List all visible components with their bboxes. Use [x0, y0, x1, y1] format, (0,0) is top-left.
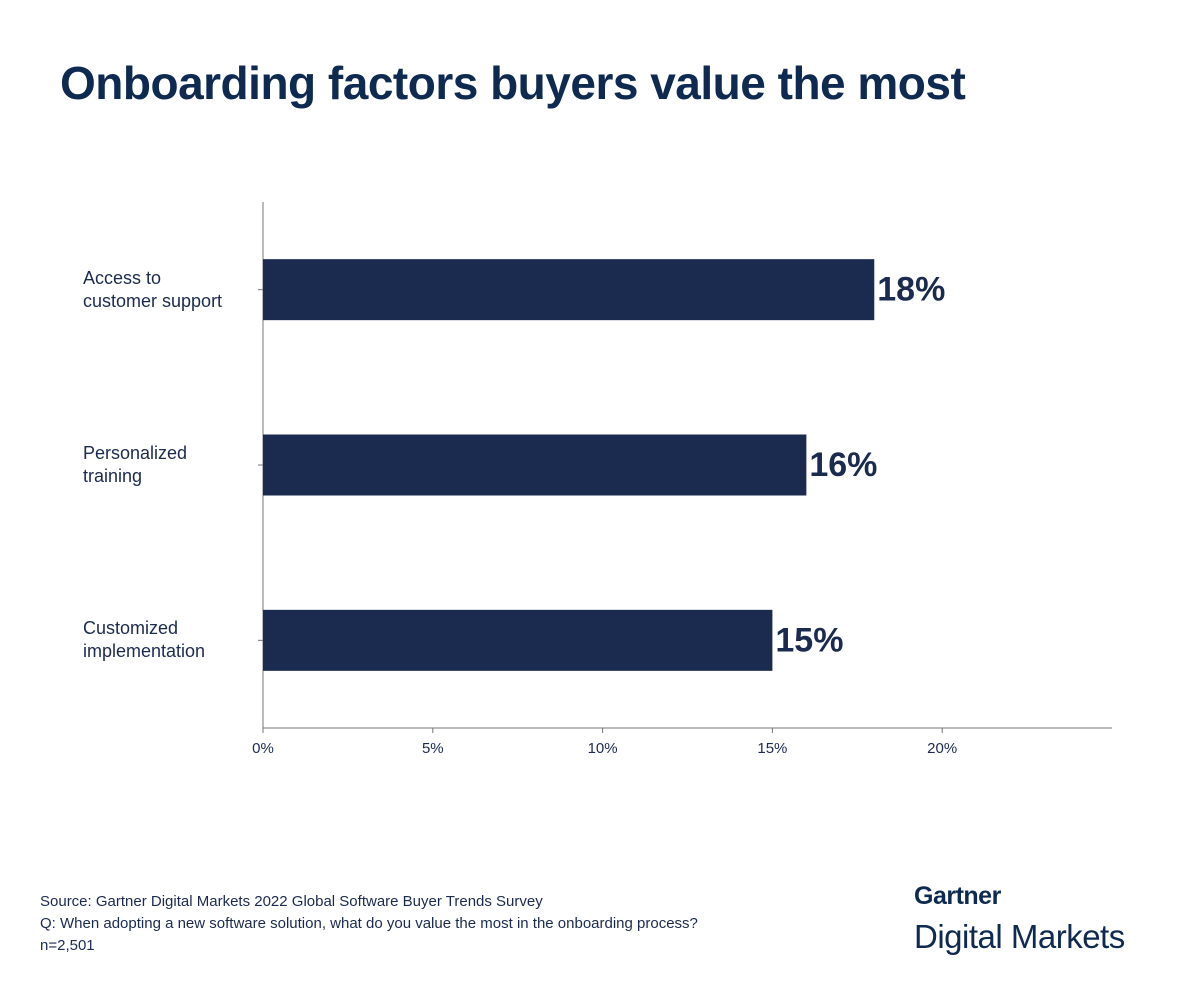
- x-tick-label: 10%: [588, 740, 618, 757]
- y-tick-label: Personalized training: [83, 443, 188, 486]
- question-line: Q: When adopting a new software solution…: [40, 915, 698, 932]
- bar: [263, 609, 773, 671]
- value-label: 15%: [775, 621, 843, 659]
- brand-sub: Digital Markets: [914, 918, 1125, 955]
- y-tick-label: Access to customer support: [83, 267, 223, 311]
- value-label: 18%: [877, 271, 945, 309]
- x-tick-label: 5%: [422, 740, 444, 757]
- x-tick-label: 0%: [252, 740, 274, 757]
- bar: [263, 434, 807, 496]
- chart-title: Onboarding factors buyers value the most: [60, 57, 966, 109]
- x-tick-label: 15%: [757, 740, 787, 757]
- footer: Source: Gartner Digital Markets 2022 Glo…: [40, 891, 698, 957]
- x-tick-label: 20%: [927, 740, 957, 757]
- sample-line: n=2,501: [40, 937, 95, 954]
- bar: [263, 259, 875, 321]
- source-line: Source: Gartner Digital Markets 2022 Glo…: [40, 893, 543, 910]
- brand-name: Gartner: [914, 882, 1001, 910]
- value-label: 16%: [809, 446, 877, 484]
- y-tick-label: Customized implementation: [83, 618, 206, 662]
